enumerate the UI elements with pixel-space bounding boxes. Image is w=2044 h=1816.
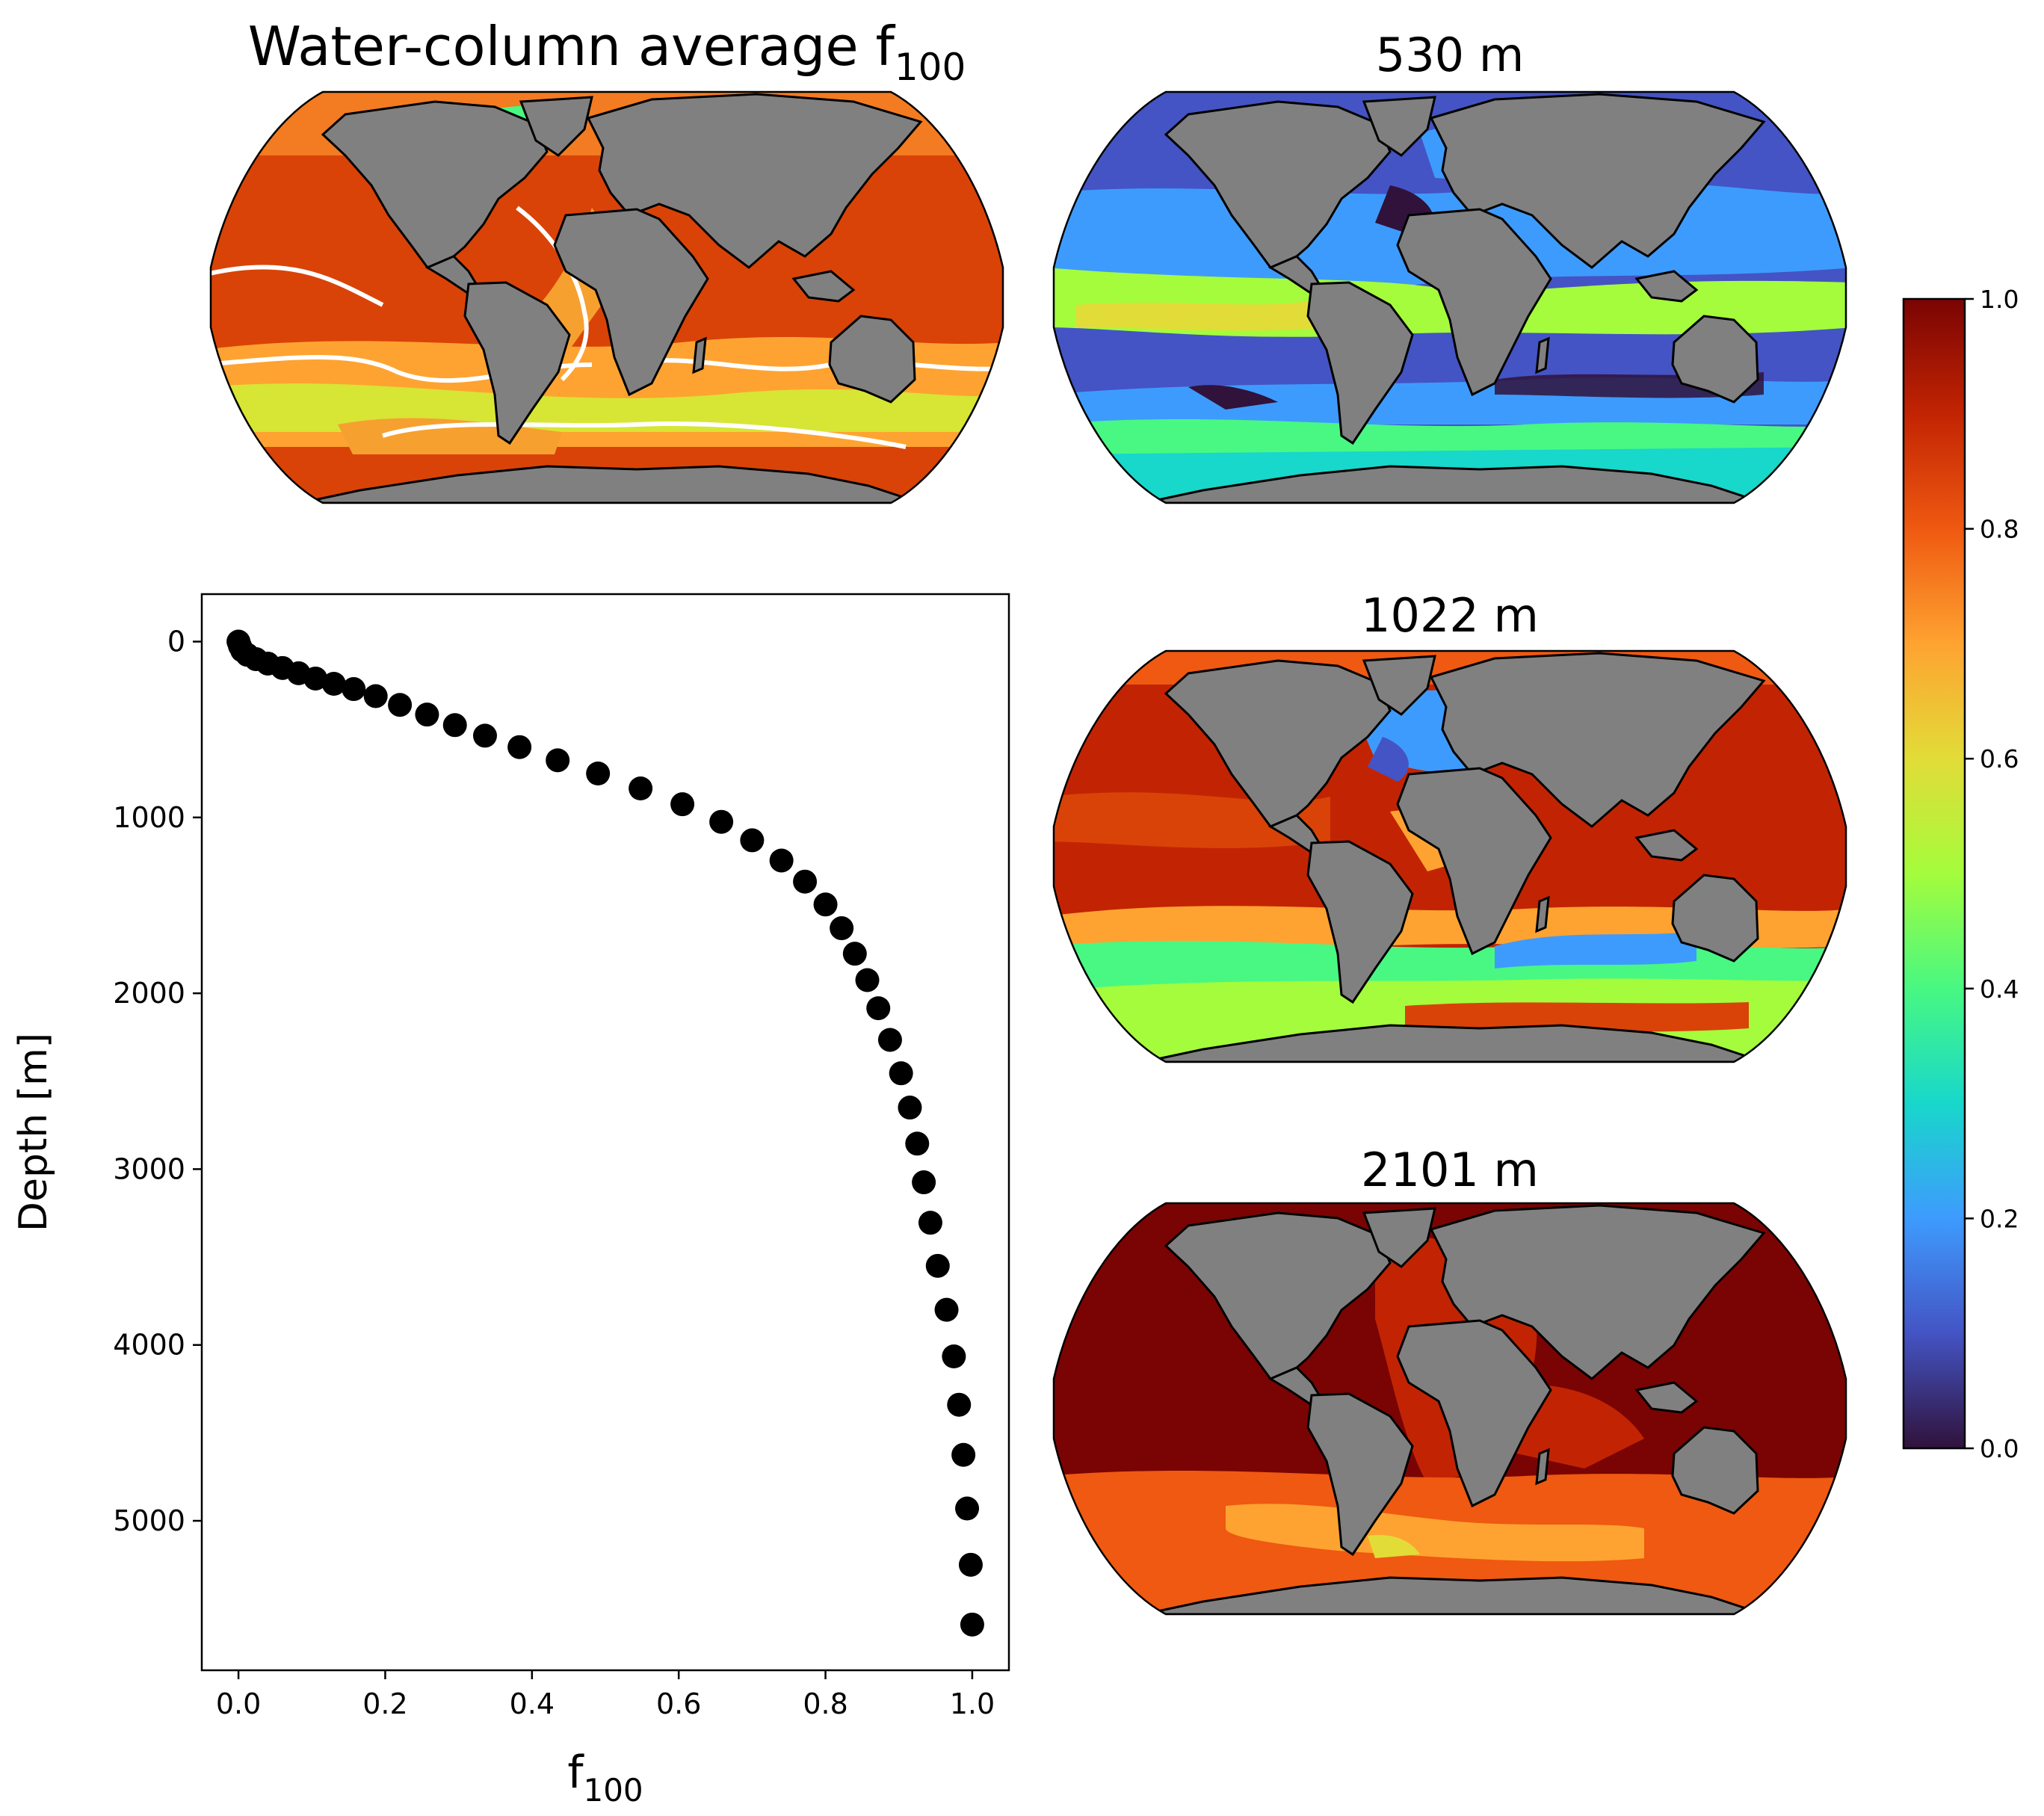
x-tick-label: 0.8 [803, 1687, 847, 1720]
map-water-column-average [209, 90, 1004, 504]
data-point [813, 892, 838, 917]
x-tick-label: 0.6 [656, 1687, 701, 1720]
data-point [363, 684, 388, 708]
colorbar-tick-label: 0.0 [1980, 1434, 2019, 1463]
colorbar: 0.0 0.2 0.4 0.6 0.8 1.0 [1902, 285, 2019, 1463]
data-point [629, 776, 653, 800]
map-2101m [1052, 1202, 1847, 1616]
data-point [889, 1061, 913, 1086]
y-tick-label: 0 [167, 626, 185, 658]
colorbar-tick-label: 0.8 [1980, 515, 2019, 544]
data-point [321, 672, 346, 696]
data-point [415, 702, 439, 727]
colorbar-tick-label: 0.6 [1980, 744, 2019, 773]
data-point [918, 1211, 942, 1235]
data-point [912, 1170, 936, 1195]
data-point [955, 1496, 980, 1521]
data-point [960, 1612, 984, 1637]
y-tick-label: 3000 [113, 1152, 185, 1185]
title-map-530m: 530 m [1376, 28, 1524, 82]
y-axis-label: Depth [m] [11, 1033, 56, 1232]
data-point [586, 762, 611, 785]
data-points [226, 629, 984, 1637]
y-axis-ticks: 0 1000 2000 3000 4000 5000 [113, 626, 202, 1537]
x-tick-label: 0.0 [216, 1687, 261, 1720]
data-point [942, 1344, 966, 1368]
data-point [342, 677, 366, 702]
data-point [303, 666, 328, 691]
data-point [898, 1096, 922, 1120]
data-point [793, 869, 818, 894]
data-point [925, 1253, 950, 1278]
title-map-2101m: 2101 m [1361, 1143, 1539, 1197]
colorbar-gradient [1902, 297, 1966, 1450]
colorbar-tick-label: 1.0 [1980, 285, 2019, 314]
x-tick-label: 1.0 [950, 1687, 995, 1720]
data-point [769, 848, 794, 873]
data-point [934, 1297, 959, 1322]
colorbar-tick-label: 0.4 [1980, 975, 2019, 1004]
colorbar-tick-label: 0.2 [1980, 1204, 2019, 1233]
data-point [472, 723, 497, 748]
data-point [905, 1131, 930, 1156]
title-map-water-column: Water-column average f100 [248, 15, 966, 89]
map-530m [1052, 90, 1847, 504]
x-axis-label: f100 [567, 1746, 643, 1809]
data-point [507, 735, 532, 759]
data-point [951, 1442, 976, 1467]
y-tick-label: 2000 [113, 977, 185, 1010]
y-tick-label: 5000 [113, 1504, 185, 1537]
data-point [866, 996, 891, 1021]
data-point [855, 968, 880, 992]
x-tick-label: 0.4 [510, 1687, 555, 1720]
axes-frame [200, 593, 1010, 1672]
colorbar-ticks: 0.0 0.2 0.4 0.6 0.8 1.0 [1965, 285, 2019, 1463]
x-tick-label: 0.2 [362, 1687, 407, 1720]
y-tick-label: 1000 [113, 801, 185, 834]
depth-profile-plot: 0.0 0.2 0.4 0.6 0.8 1.0 0 1000 2000 3000 4000 5000 [113, 593, 1010, 1720]
y-tick-label: 4000 [113, 1329, 185, 1362]
data-point [958, 1552, 983, 1577]
data-point [877, 1028, 902, 1052]
data-point [842, 942, 867, 966]
data-point [442, 713, 467, 738]
data-point [947, 1392, 972, 1417]
data-point [546, 748, 570, 773]
x-axis-ticks: 0.0 0.2 0.4 0.6 0.8 1.0 [216, 1670, 995, 1720]
data-point [709, 809, 734, 834]
data-point [670, 792, 695, 817]
data-point [388, 693, 413, 717]
data-point [830, 916, 854, 941]
data-point [740, 828, 765, 853]
map-1022m [1052, 649, 1847, 1063]
title-map-1022m: 1022 m [1361, 588, 1539, 643]
